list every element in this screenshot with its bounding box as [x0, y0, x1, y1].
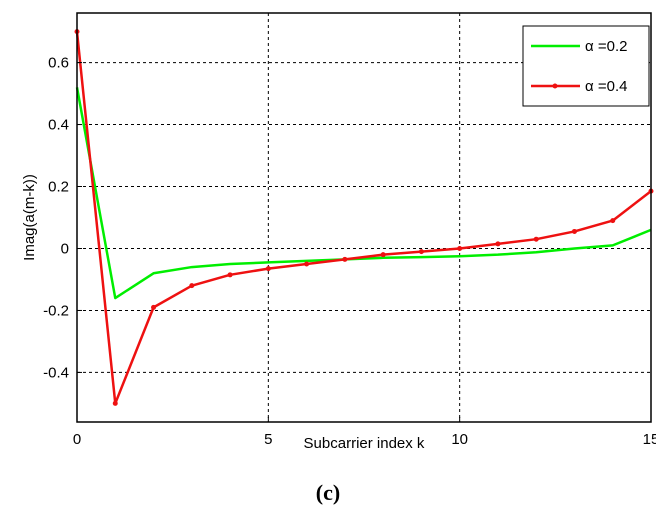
data-point [380, 252, 386, 258]
legend-marker-alpha-0.4 [552, 83, 558, 89]
data-point [495, 241, 501, 247]
y-tick-label: -0.2 [43, 302, 69, 319]
series-line-0 [75, 87, 652, 300]
y-tick-label: -0.4 [43, 364, 69, 381]
data-point [342, 256, 348, 262]
data-point [418, 249, 424, 255]
y-tick-label: 0.4 [48, 117, 69, 134]
data-point [304, 261, 310, 267]
legend: α =0.2 α =0.4 [522, 25, 650, 107]
x-tick-label: 10 [451, 431, 468, 448]
y-axis-label: Imag(a(m-k)) [21, 174, 38, 261]
y-tick-label: 0 [61, 240, 69, 257]
data-point [227, 272, 233, 278]
series-layer [74, 29, 654, 406]
grid [77, 13, 651, 422]
x-tick-label: 0 [73, 431, 81, 448]
data-point [151, 304, 157, 310]
figure-caption: (c) [316, 480, 340, 505]
data-point [571, 228, 577, 234]
ticks: 0 5 10 15 -0.4 -0.2 0 0.2 0.4 0.6 [43, 55, 656, 448]
x-tick-label: 15 [643, 431, 656, 448]
y-tick-label: 0.2 [48, 179, 69, 196]
plot-frame [76, 12, 652, 423]
data-point [265, 266, 271, 272]
legend-label-alpha-0.4: α =0.4 [585, 78, 627, 95]
y-tick-label: 0.6 [48, 55, 69, 72]
data-point [610, 218, 616, 224]
data-point [189, 283, 195, 289]
x-tick-label: 5 [264, 431, 272, 448]
x-axis-label: Subcarrier index k [304, 435, 425, 452]
legend-label-alpha-0.2: α =0.2 [585, 38, 627, 55]
series-line-1 [75, 31, 652, 405]
legend-box [522, 25, 650, 107]
data-point [533, 236, 539, 242]
data-point [457, 245, 463, 251]
data-point [112, 400, 118, 406]
